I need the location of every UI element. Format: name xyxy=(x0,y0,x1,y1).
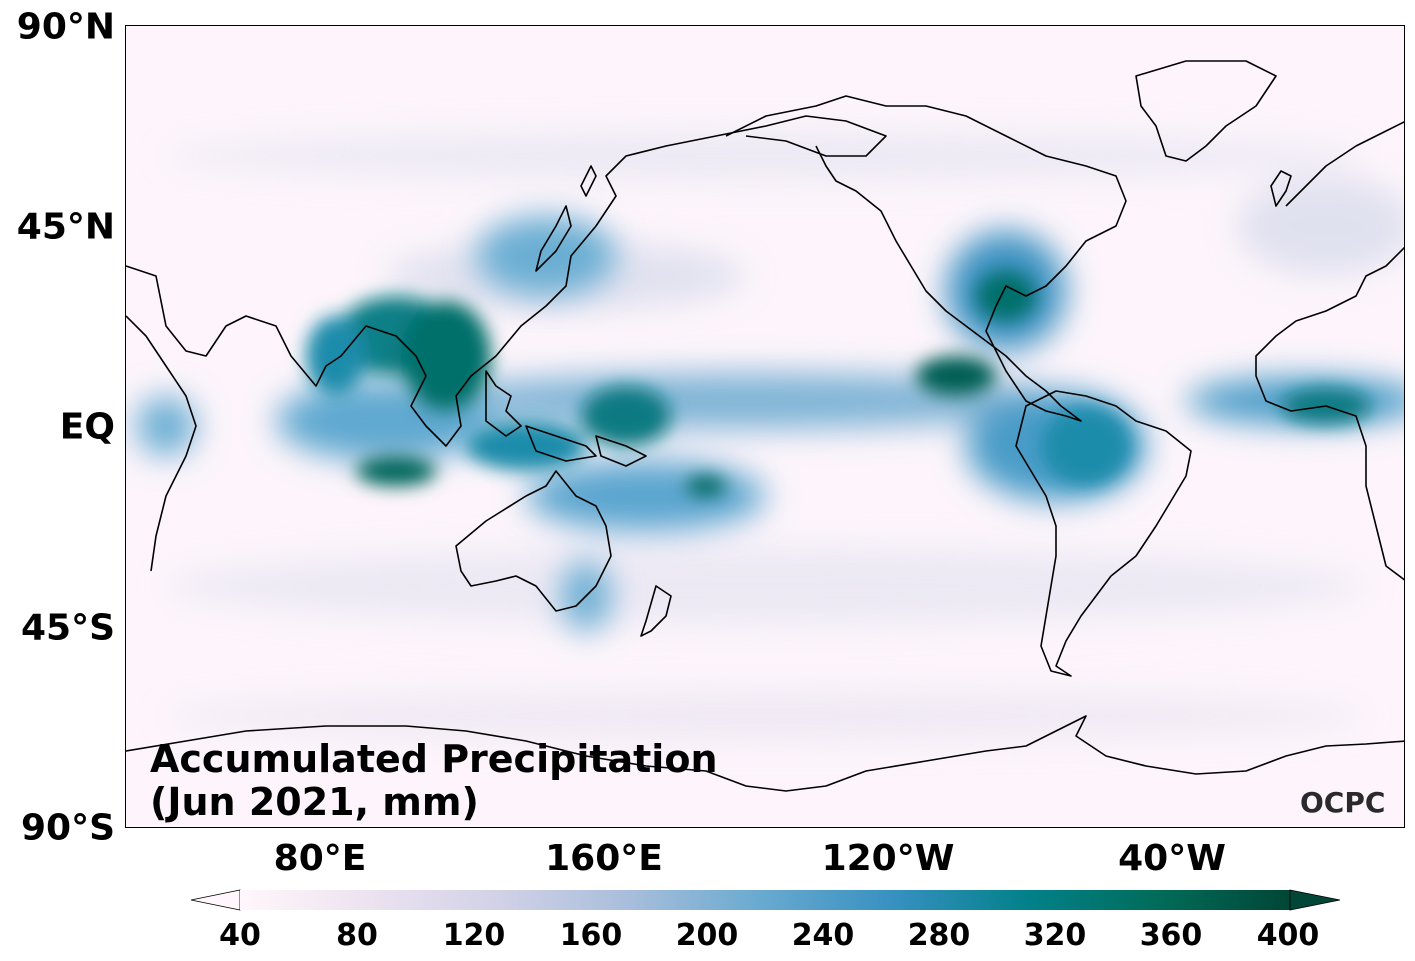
lat-label-45s: 45°S xyxy=(20,607,115,649)
colorbar-extend-low xyxy=(190,889,241,911)
map-canvas xyxy=(126,26,1404,827)
lat-label-90s: 90°S xyxy=(20,807,115,849)
colorbar-tick: 280 xyxy=(907,918,971,953)
map-title: Accumulated Precipitation (Jun 2021, mm) xyxy=(150,738,718,824)
colorbar-tick: 80 xyxy=(336,918,378,953)
colorbar-gradient xyxy=(240,890,1290,910)
colorbar-tick: 240 xyxy=(791,918,855,953)
colorbar-tick: 40 xyxy=(219,918,261,953)
colorbar-tick: 120 xyxy=(442,918,506,953)
light-precip-bands xyxy=(166,131,1404,741)
colorbar xyxy=(190,889,1341,911)
colorbar-tick: 320 xyxy=(1023,918,1087,953)
precipitation-map xyxy=(125,25,1405,828)
map-title-line2: (Jun 2021, mm) xyxy=(150,780,479,824)
lon-label-160e: 160°E xyxy=(545,838,663,879)
lat-label-eq: EQ xyxy=(59,406,115,448)
colorbar-tick: 400 xyxy=(1256,918,1320,953)
colorbar-tick: 200 xyxy=(675,918,739,953)
lon-label-40w: 40°W xyxy=(1118,838,1226,879)
lat-label-90n: 90°N xyxy=(16,6,115,48)
ocpc-logo: OCPC xyxy=(1300,786,1386,819)
lat-label-45n: 45°N xyxy=(16,206,115,248)
map-title-line1: Accumulated Precipitation xyxy=(150,737,718,781)
colorbar-tick: 360 xyxy=(1139,918,1203,953)
lon-label-120w: 120°W xyxy=(821,838,955,879)
coastlines xyxy=(126,60,1404,792)
colorbar-extend-high xyxy=(1289,889,1341,911)
lon-label-80e: 80°E xyxy=(273,838,367,879)
colorbar-tick: 160 xyxy=(559,918,623,953)
